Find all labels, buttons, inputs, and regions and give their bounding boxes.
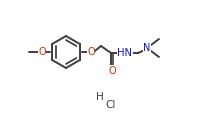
Text: HN: HN	[118, 48, 132, 58]
Text: N: N	[143, 43, 151, 53]
Text: O: O	[87, 47, 95, 57]
Text: Cl: Cl	[106, 100, 116, 110]
Text: H: H	[96, 92, 104, 102]
Text: O: O	[108, 66, 116, 76]
Text: O: O	[38, 47, 46, 57]
